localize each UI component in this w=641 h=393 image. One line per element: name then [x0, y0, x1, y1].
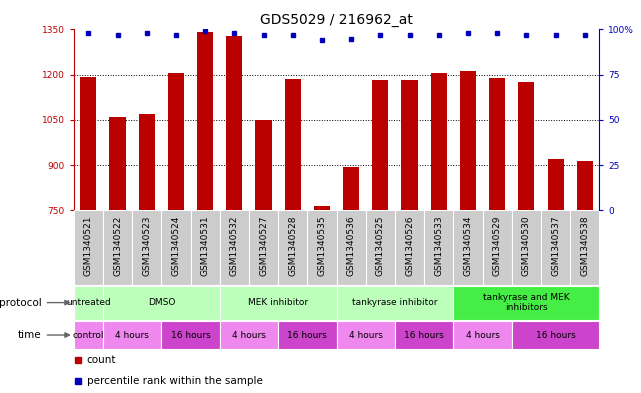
Text: GSM1340534: GSM1340534: [463, 215, 472, 276]
Text: GSM1340532: GSM1340532: [230, 215, 239, 276]
Bar: [337, 321, 395, 349]
Bar: [337, 210, 366, 285]
Text: 16 hours: 16 hours: [536, 331, 576, 340]
Bar: [395, 210, 424, 285]
Text: 16 hours: 16 hours: [171, 331, 210, 340]
Text: control: control: [72, 331, 104, 340]
Bar: [74, 321, 103, 349]
Text: GSM1340524: GSM1340524: [171, 215, 180, 276]
Bar: [460, 71, 476, 210]
Text: GSM1340527: GSM1340527: [259, 215, 268, 276]
Title: GDS5029 / 216962_at: GDS5029 / 216962_at: [260, 13, 413, 27]
Text: GSM1340536: GSM1340536: [347, 215, 356, 276]
Bar: [314, 206, 330, 210]
Bar: [249, 210, 278, 285]
Text: 4 hours: 4 hours: [232, 331, 266, 340]
Bar: [162, 321, 220, 349]
Bar: [278, 321, 337, 349]
Text: 4 hours: 4 hours: [465, 331, 499, 340]
Bar: [453, 210, 483, 285]
Bar: [424, 210, 453, 285]
Text: 16 hours: 16 hours: [287, 331, 327, 340]
Text: 4 hours: 4 hours: [349, 331, 383, 340]
Bar: [74, 210, 103, 285]
Bar: [366, 210, 395, 285]
Text: GSM1340535: GSM1340535: [317, 215, 326, 276]
Bar: [512, 321, 599, 349]
Bar: [80, 77, 96, 210]
Bar: [307, 210, 337, 285]
Bar: [132, 210, 162, 285]
Text: GSM1340530: GSM1340530: [522, 215, 531, 276]
Text: protocol: protocol: [0, 298, 42, 308]
Bar: [453, 321, 512, 349]
Bar: [489, 78, 505, 210]
Text: GSM1340529: GSM1340529: [493, 215, 502, 276]
Bar: [162, 210, 190, 285]
Text: percentile rank within the sample: percentile rank within the sample: [87, 376, 263, 386]
Bar: [103, 321, 162, 349]
Text: tankyrase inhibitor: tankyrase inhibitor: [352, 298, 438, 307]
Bar: [519, 82, 535, 210]
Bar: [168, 73, 184, 210]
Bar: [577, 162, 593, 210]
Bar: [372, 80, 388, 210]
Bar: [220, 210, 249, 285]
Text: DMSO: DMSO: [147, 298, 175, 307]
Bar: [138, 114, 154, 210]
Bar: [103, 210, 132, 285]
Text: GSM1340538: GSM1340538: [580, 215, 589, 276]
Bar: [256, 121, 272, 210]
Bar: [547, 159, 563, 210]
Bar: [197, 33, 213, 210]
Bar: [220, 286, 337, 320]
Text: 4 hours: 4 hours: [115, 331, 149, 340]
Bar: [343, 167, 359, 210]
Text: GSM1340531: GSM1340531: [201, 215, 210, 276]
Text: 16 hours: 16 hours: [404, 331, 444, 340]
Text: GSM1340528: GSM1340528: [288, 215, 297, 276]
Text: GSM1340521: GSM1340521: [84, 215, 93, 276]
Text: GSM1340533: GSM1340533: [434, 215, 443, 276]
Text: tankyrase and MEK
inhibitors: tankyrase and MEK inhibitors: [483, 293, 570, 312]
Text: count: count: [87, 354, 117, 365]
Text: MEK inhibitor: MEK inhibitor: [248, 298, 308, 307]
Bar: [220, 321, 278, 349]
Bar: [190, 210, 220, 285]
Bar: [285, 79, 301, 210]
Bar: [431, 73, 447, 210]
Bar: [483, 210, 512, 285]
Bar: [453, 286, 599, 320]
Bar: [570, 210, 599, 285]
Bar: [103, 286, 220, 320]
Bar: [395, 321, 453, 349]
Text: GSM1340523: GSM1340523: [142, 215, 151, 276]
Text: GSM1340522: GSM1340522: [113, 215, 122, 276]
Bar: [541, 210, 570, 285]
Text: GSM1340526: GSM1340526: [405, 215, 414, 276]
Bar: [226, 36, 242, 210]
Text: untreated: untreated: [66, 298, 111, 307]
Bar: [401, 80, 417, 210]
Text: time: time: [18, 330, 42, 340]
Bar: [512, 210, 541, 285]
Text: GSM1340537: GSM1340537: [551, 215, 560, 276]
Bar: [337, 286, 453, 320]
Bar: [74, 286, 103, 320]
Bar: [278, 210, 307, 285]
Text: GSM1340525: GSM1340525: [376, 215, 385, 276]
Bar: [110, 117, 126, 210]
